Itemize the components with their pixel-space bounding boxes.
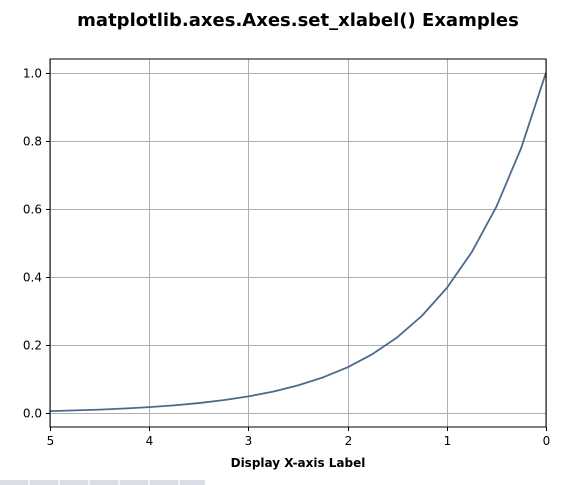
x-axis-label: Display X-axis Label xyxy=(231,456,366,470)
taskbar-strip xyxy=(0,480,205,485)
y-tick-label: 0.8 xyxy=(23,135,42,149)
grid xyxy=(50,59,547,427)
y-tick-label: 0.6 xyxy=(23,203,42,217)
axis-ticks: 5 4 3 2 1 0 0.0 0.2 0.4 0.6 0.8 1.0 xyxy=(23,67,550,449)
y-tick-label: 1.0 xyxy=(23,67,42,81)
x-tick-label: 1 xyxy=(444,434,452,448)
plot-area xyxy=(49,72,547,412)
axes-frame xyxy=(49,58,547,428)
x-tick-label: 0 xyxy=(543,434,551,448)
x-tick-label: 2 xyxy=(345,434,353,448)
y-tick-label: 0.4 xyxy=(23,271,42,285)
chart-title: matplotlib.axes.Axes.set_xlabel() Exampl… xyxy=(77,10,519,31)
y-tick-label: 0.0 xyxy=(23,407,42,421)
y-tick-label: 0.2 xyxy=(23,339,42,353)
x-tick-label: 3 xyxy=(245,434,253,448)
x-tick-label: 5 xyxy=(47,434,55,448)
series-line xyxy=(49,72,547,412)
x-tick-label: 4 xyxy=(146,434,154,448)
